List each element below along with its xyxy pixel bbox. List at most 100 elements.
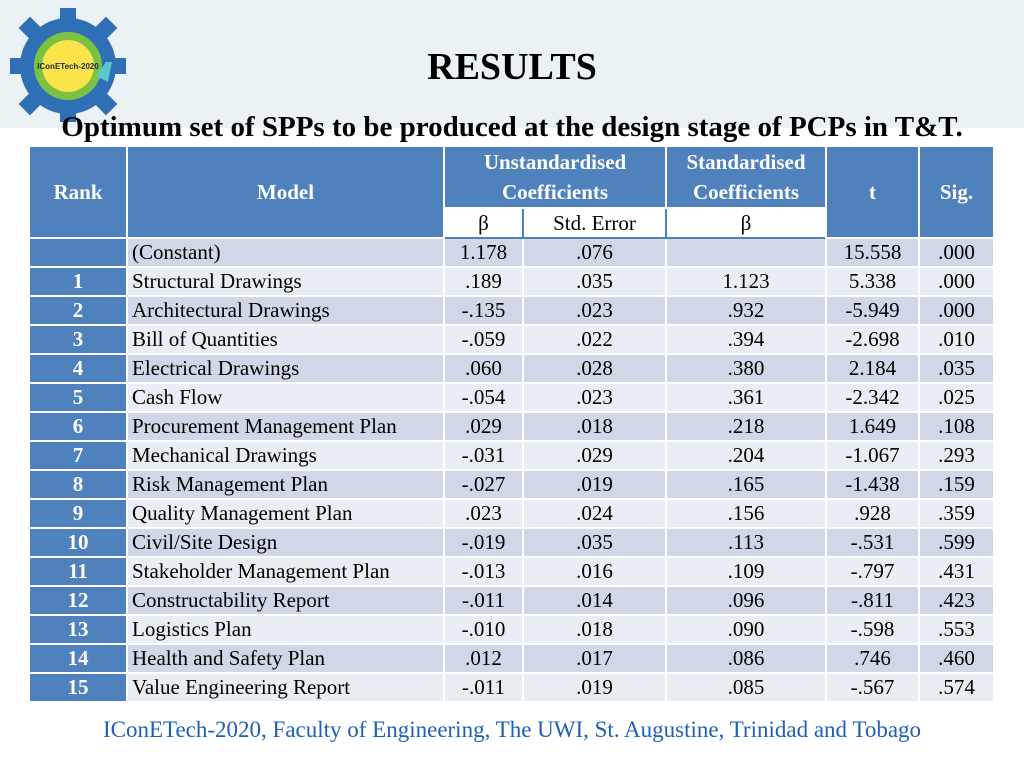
rank-cell: 15 [28,672,128,703]
table-row: 9 Quality Management Plan .023.024.156.928… [28,498,996,529]
model-cell: Structural Drawings [126,266,445,297]
sig-cell: .000 [918,266,996,297]
t-cell: 5.338 [825,266,921,297]
t-cell: 2.184 [825,353,921,384]
results-table: Rank Model Unstandardised Coefficients S… [28,145,996,703]
header-sig: Sig. [918,145,996,239]
std-error-cell: .018 [521,411,668,442]
unstd-beta-cell: -.019 [443,527,524,558]
table-row: 12 Constructability Report -.011.014.096 -.… [28,585,996,616]
rank-cell: 2 [28,295,128,326]
std-error-cell: .022 [521,324,668,355]
std-beta-cell: .109 [665,556,828,587]
sig-cell: .000 [918,237,996,268]
sig-cell: .000 [918,295,996,326]
unstd-beta-cell: -.011 [443,672,524,703]
header-model: Model [126,145,445,239]
header-unstandardised-coefficients: Unstandardised Coefficients [442,145,668,209]
t-cell: .928 [825,498,921,529]
t-cell: -.811 [825,585,921,616]
table-row: 3 Bill of Quantities -.059.022.394 -2.698.0… [28,324,996,355]
unstd-beta-cell: -.054 [443,382,524,413]
std-error-cell: .076 [521,237,668,268]
std-error-cell: .019 [521,469,668,500]
std-beta-cell: .085 [665,672,828,703]
sig-cell: .431 [918,556,996,587]
rank-cell [28,237,128,268]
header-t: t [825,145,921,239]
footer-text: IConETech-2020, Faculty of Engineering, … [102,717,922,742]
std-error-cell: .023 [521,382,668,413]
std-beta-cell: .096 [665,585,828,616]
std-error-cell: .028 [521,353,668,384]
std-beta-cell: .380 [665,353,828,384]
model-cell: Architectural Drawings [126,295,445,326]
table-row: 2 Architectural Drawings -.135.023.932 -5.9… [28,295,996,326]
std-error-cell: .014 [521,585,668,616]
model-cell: Stakeholder Management Plan [126,556,445,587]
unstd-beta-cell: -.013 [443,556,524,587]
model-cell: Risk Management Plan [126,469,445,500]
model-cell: Civil/Site Design [126,527,445,558]
sig-cell: .159 [918,469,996,500]
t-cell: .746 [825,643,921,674]
header-standardised-coefficients: Standardised Coefficients [665,145,828,209]
std-beta-cell: .090 [665,614,828,645]
std-beta-cell: .086 [665,643,828,674]
std-beta-cell: .932 [665,295,828,326]
sig-cell: .359 [918,498,996,529]
t-cell: -1.067 [825,440,921,471]
t-cell: 15.558 [825,237,921,268]
model-cell: Constructability Report [126,585,445,616]
page-title: RESULTS [427,46,597,88]
std-beta-cell: .113 [665,527,828,558]
sig-cell: .010 [918,324,996,355]
page-subtitle: Optimum set of SPPs to be produced at th… [61,111,963,143]
std-error-cell: .017 [521,643,668,674]
sig-cell: .574 [918,672,996,703]
header-beta-unstd: β [443,207,524,239]
flask-icon [96,62,112,82]
table-row: 8 Risk Management Plan -.027.019.165 -1.438… [28,469,996,500]
logo-text: IConETech-2020 [37,62,99,71]
model-cell: Mechanical Drawings [126,440,445,471]
rank-cell: 12 [28,585,128,616]
std-beta-cell: .165 [665,469,828,500]
sig-cell: .025 [918,382,996,413]
unstd-beta-cell: .189 [443,266,524,297]
t-cell: -.598 [825,614,921,645]
conference-logo: IConETech-2020 [10,8,126,122]
header-banner [0,0,1024,128]
header-std-error: Std. Error [521,207,668,239]
t-cell: -.567 [825,672,921,703]
table-row: 1 Structural Drawings .189.035 1.123 5.338.0… [28,266,996,297]
unstd-beta-cell: -.010 [443,614,524,645]
t-cell: -5.949 [825,295,921,326]
rank-cell: 7 [28,440,128,471]
t-cell: 1.649 [825,411,921,442]
rank-cell: 4 [28,353,128,384]
table-row: 7 Mechanical Drawings -.031.029.204 -1.067.… [28,440,996,471]
rank-cell: 1 [28,266,128,297]
unstd-beta-cell: -.059 [443,324,524,355]
unstd-beta-cell: -.031 [443,440,524,471]
t-cell: -.797 [825,556,921,587]
table-row: (Constant) 1.178.076 15.558.000 [28,237,996,268]
std-error-cell: .029 [521,440,668,471]
table-body: (Constant) 1.178.076 15.558.000 1 Structural… [28,237,996,703]
t-cell: -2.698 [825,324,921,355]
table-row: 10 Civil/Site Design -.019.035.113 -.531.59… [28,527,996,558]
header-beta-std: β [665,207,828,239]
table-row: 14 Health and Safety Plan .012.017.086.746… [28,643,996,674]
rank-cell: 10 [28,527,128,558]
std-beta-cell: .361 [665,382,828,413]
std-error-cell: .018 [521,614,668,645]
gear-icon [10,8,126,122]
rank-cell: 14 [28,643,128,674]
rank-cell: 5 [28,382,128,413]
unstd-beta-cell: .023 [443,498,524,529]
unstd-beta-cell: .012 [443,643,524,674]
std-error-cell: .035 [521,527,668,558]
std-beta-cell: .156 [665,498,828,529]
rank-cell: 6 [28,411,128,442]
